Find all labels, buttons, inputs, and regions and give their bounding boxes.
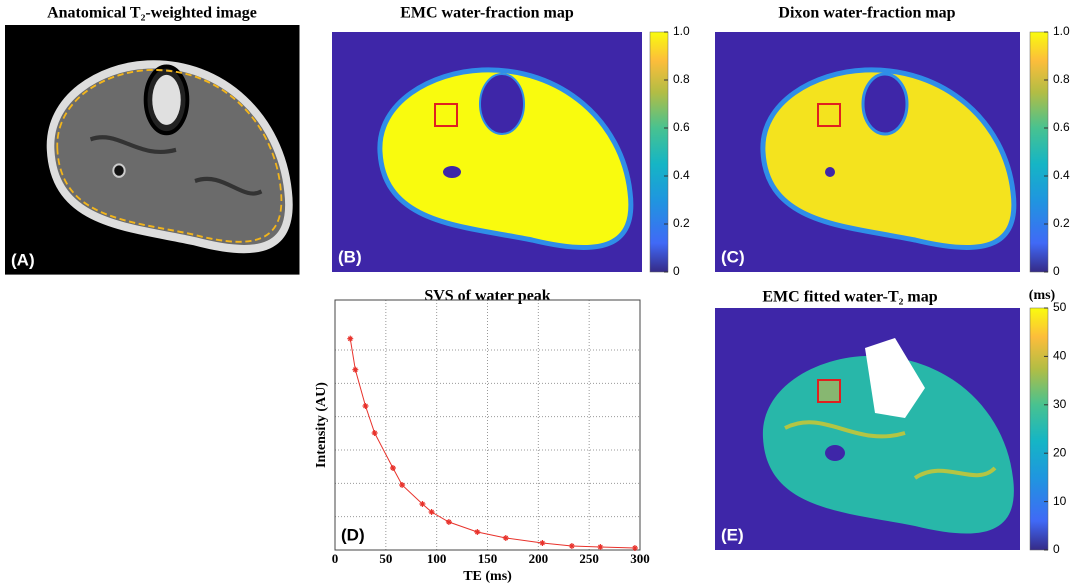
panel-label: (A) bbox=[11, 250, 35, 269]
x-tick-label: 100 bbox=[427, 551, 447, 566]
colorbar-tick-label: 0.6 bbox=[673, 120, 690, 134]
panel-label: (B) bbox=[338, 247, 362, 266]
x-tick-label: 250 bbox=[579, 551, 599, 566]
x-tick-label: 200 bbox=[529, 551, 549, 566]
data-point bbox=[597, 544, 603, 550]
data-point bbox=[446, 519, 452, 525]
y-axis-label: Intensity (AU) bbox=[314, 382, 329, 468]
colorbar bbox=[1030, 308, 1048, 550]
colorbar-tick-label: 0.2 bbox=[1053, 216, 1070, 230]
colorbar-tick-label: 0.4 bbox=[673, 168, 690, 182]
x-axis-label: TE (ms) bbox=[463, 569, 512, 584]
data-point bbox=[539, 540, 545, 546]
colorbar-tick-label: 40 bbox=[1053, 349, 1067, 363]
colorbar-tick-label: 20 bbox=[1053, 445, 1067, 459]
colorbar-tick-label: 10 bbox=[1053, 494, 1067, 508]
plot-frame bbox=[335, 300, 640, 550]
colorbar bbox=[1030, 32, 1048, 272]
panel-title: EMC fitted water-T₂ map bbox=[762, 289, 937, 306]
mri-image bbox=[5, 25, 300, 275]
x-tick-label: 150 bbox=[478, 551, 498, 566]
colorbar-tick-label: 0.2 bbox=[673, 216, 690, 230]
data-point bbox=[503, 535, 509, 541]
data-point bbox=[372, 430, 378, 436]
dixon-water-map bbox=[715, 32, 1020, 272]
data-point bbox=[352, 367, 358, 373]
panel-label: (C) bbox=[721, 247, 745, 266]
colorbar-tick-label: 30 bbox=[1053, 397, 1067, 411]
colorbar-tick-label: 0.8 bbox=[673, 72, 690, 86]
colorbar-tick-label: 0.6 bbox=[1053, 120, 1070, 134]
x-tick-label: 0 bbox=[332, 551, 339, 566]
data-point bbox=[347, 336, 353, 342]
chart-title: SVS of water peak bbox=[424, 288, 550, 305]
panel-label: (D) bbox=[341, 525, 365, 544]
x-tick-label: 300 bbox=[630, 551, 650, 566]
panel-title: Dixon water-fraction map bbox=[778, 5, 955, 22]
data-point bbox=[569, 543, 575, 549]
colorbar-tick-label: 0 bbox=[1053, 264, 1060, 278]
colorbar-unit: (ms) bbox=[1029, 288, 1056, 303]
panel-title: Anatomical T₂-weighted image bbox=[47, 5, 257, 22]
colorbar bbox=[650, 32, 668, 272]
colorbar-tick-label: 1.0 bbox=[673, 24, 690, 38]
data-point bbox=[363, 403, 369, 409]
emc-water-map bbox=[332, 32, 642, 272]
colorbar-tick-label: 0 bbox=[1053, 542, 1060, 556]
panel-title: EMC water-fraction map bbox=[400, 5, 574, 22]
t2-map bbox=[715, 308, 1020, 550]
data-point bbox=[390, 465, 396, 471]
colorbar-tick-label: 0 bbox=[673, 264, 680, 278]
panel-label: (E) bbox=[721, 525, 744, 544]
x-tick-label: 50 bbox=[379, 551, 392, 566]
figure: Anatomical T₂-weighted image (A) EMC water… bbox=[0, 0, 1075, 587]
colorbar-tick-label: 0.4 bbox=[1053, 168, 1070, 182]
colorbar-tick-label: 0.8 bbox=[1053, 72, 1070, 86]
colorbar-tick-label: 1.0 bbox=[1053, 24, 1070, 38]
data-point bbox=[474, 529, 480, 535]
